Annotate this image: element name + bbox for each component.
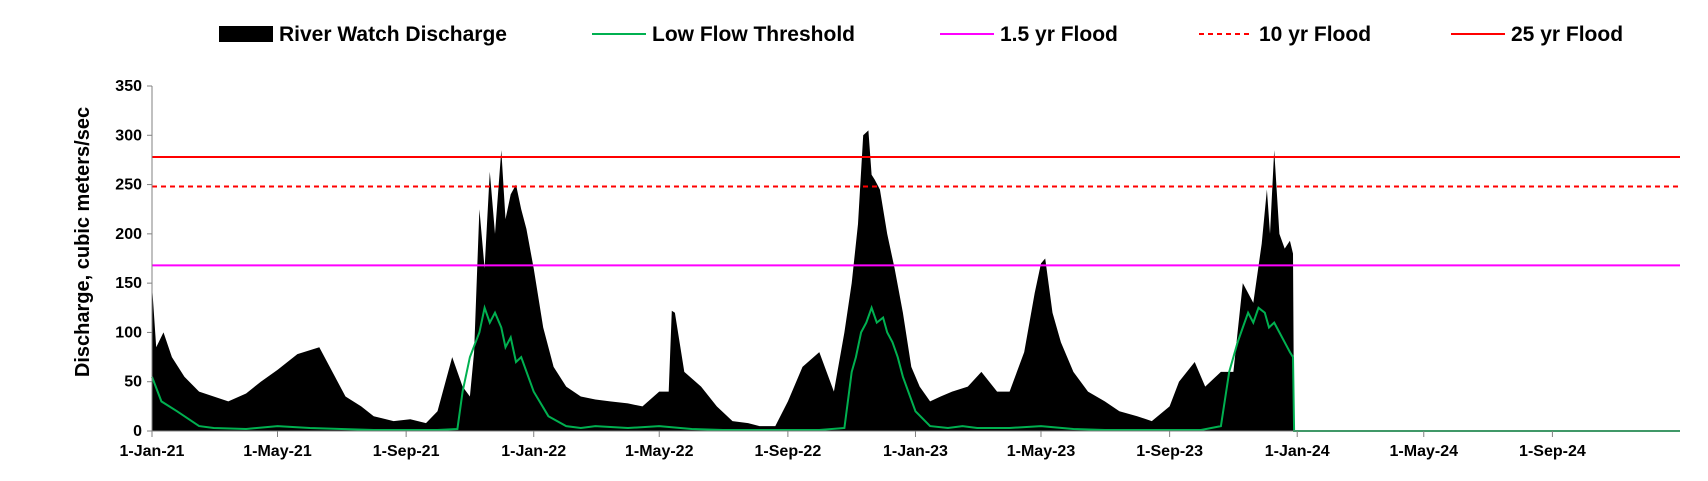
x-tick-label: 1-May-22	[625, 443, 694, 460]
axes: 0 50 100 150 200 250 300 350 1-Jan-21 1-May-21 1-S…	[115, 78, 1680, 460]
x-tick-label: 1-Jan-23	[883, 443, 948, 460]
legend-label-low-flow-threshold: Low Flow Threshold	[652, 23, 855, 46]
x-tick-label: 1-Sep-24	[1519, 443, 1586, 460]
y-axis-title: Discharge, cubic meters/sec	[72, 107, 94, 377]
x-tick-label: 1-Sep-21	[373, 443, 440, 460]
legend-swatch-river-watch-discharge	[219, 26, 273, 42]
x-tick-label: 1-May-21	[243, 443, 312, 460]
y-tick-label: 350	[115, 78, 142, 95]
y-tick-label: 100	[115, 324, 142, 341]
legend: River Watch Discharge Low Flow Threshold 1…	[219, 23, 1623, 46]
series-low-flow-threshold	[151, 304, 1680, 432]
x-tick-label: 1-Sep-23	[1136, 443, 1203, 460]
legend-label-1-5-yr-flood: 1.5 yr Flood	[1000, 23, 1118, 46]
x-tick-label: 1-Jan-22	[501, 443, 566, 460]
y-tick-label: 250	[115, 177, 142, 194]
legend-label-river-watch-discharge: River Watch Discharge	[279, 23, 507, 46]
x-tick-label: 1-Jan-24	[1265, 443, 1330, 460]
legend-label-25-yr-flood: 25 yr Flood	[1511, 23, 1623, 46]
y-tick-label: 0	[133, 423, 142, 440]
y-tick-label: 200	[115, 226, 142, 243]
series-river-watch-discharge	[152, 130, 1295, 431]
y-tick-label: 150	[115, 275, 142, 292]
y-tick-label: 300	[115, 127, 142, 144]
y-tick-label: 50	[124, 374, 142, 391]
x-tick-label: 1-May-24	[1390, 443, 1459, 460]
legend-label-10-yr-flood: 10 yr Flood	[1259, 23, 1371, 46]
x-tick-label: 1-Jan-21	[120, 443, 185, 460]
x-tick-label: 1-Sep-22	[755, 443, 822, 460]
x-tick-label: 1-May-23	[1007, 443, 1076, 460]
plot-area	[151, 130, 1680, 432]
